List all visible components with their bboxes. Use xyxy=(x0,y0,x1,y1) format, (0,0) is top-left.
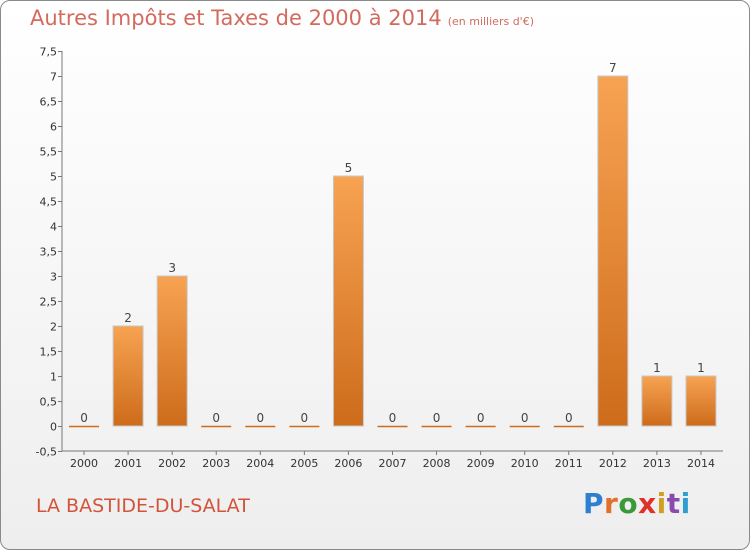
value-label-2004: 0 xyxy=(256,411,264,425)
value-label-2014: 1 xyxy=(697,361,705,375)
logo-letter: t xyxy=(666,487,681,520)
bar-2014 xyxy=(685,375,717,427)
x-tick-label-2011: 2011 xyxy=(555,457,583,470)
proxiti-logo: Proxiti xyxy=(583,487,691,520)
x-tick-label-2012: 2012 xyxy=(599,457,627,470)
x-tick-label-2004: 2004 xyxy=(246,457,274,470)
logo-letter: i xyxy=(656,487,667,520)
y-tick-label: 1,5 xyxy=(40,346,58,359)
y-tick-label: 5 xyxy=(50,171,57,184)
logo-letter: P xyxy=(583,487,605,520)
x-tick-label-2001: 2001 xyxy=(114,457,142,470)
value-label-2009: 0 xyxy=(477,411,485,425)
bar-2001 xyxy=(112,325,144,427)
y-tick-label: 6 xyxy=(50,121,57,134)
logo-letter: r xyxy=(604,487,619,520)
chart-title: Autres Impôts et Taxes de 2000 à 2014 (en… xyxy=(30,6,534,30)
logo-letter: o xyxy=(618,487,639,520)
y-tick-label: 7 xyxy=(50,71,57,84)
value-label-2003: 0 xyxy=(212,411,220,425)
x-tick-label-2003: 2003 xyxy=(202,457,230,470)
logo-letter: i xyxy=(680,487,691,520)
value-label-2011: 0 xyxy=(565,411,573,425)
value-label-2012: 7 xyxy=(609,61,617,75)
chart-title-text: Autres Impôts et Taxes de 2000 à 2014 xyxy=(30,6,442,30)
y-tick-label: 2,5 xyxy=(40,296,58,309)
logo-letter: x xyxy=(638,487,657,520)
chart-axes: -0,500,511,522,533,544,555,566,577,52000… xyxy=(36,46,723,470)
x-tick-label-2000: 2000 xyxy=(70,457,98,470)
x-tick-label-2005: 2005 xyxy=(290,457,318,470)
y-tick-label: 3 xyxy=(50,271,57,284)
y-tick-label: 0,5 xyxy=(40,396,58,409)
value-label-2013: 1 xyxy=(653,361,661,375)
y-tick-label: 6,5 xyxy=(40,96,58,109)
chart-bars xyxy=(69,75,717,428)
value-label-2007: 0 xyxy=(389,411,397,425)
value-label-2010: 0 xyxy=(521,411,529,425)
value-label-2006: 5 xyxy=(345,161,353,175)
y-tick-label: 3,5 xyxy=(40,246,58,259)
y-tick-label: 4 xyxy=(50,221,57,234)
y-tick-label: -0,5 xyxy=(36,446,57,459)
y-tick-label: 2 xyxy=(50,321,57,334)
y-tick-label: 0 xyxy=(50,421,57,434)
x-tick-label-2002: 2002 xyxy=(158,457,186,470)
y-tick-label: 1 xyxy=(50,371,57,384)
bar-2006 xyxy=(332,175,364,427)
x-tick-label-2007: 2007 xyxy=(379,457,407,470)
x-tick-label-2006: 2006 xyxy=(334,457,362,470)
city-name: LA BASTIDE-DU-SALAT xyxy=(36,495,250,517)
chart-unit: (en milliers d'€) xyxy=(447,15,534,28)
value-label-2008: 0 xyxy=(433,411,441,425)
x-tick-label-2013: 2013 xyxy=(643,457,671,470)
chart-value-labels: 0 2 3 0 0 0 5 0 0 0 0 0 7 1 1 xyxy=(80,61,705,425)
x-tick-label-2009: 2009 xyxy=(467,457,495,470)
value-label-2005: 0 xyxy=(301,411,309,425)
x-tick-label-2008: 2008 xyxy=(423,457,451,470)
y-tick-label: 4,5 xyxy=(40,196,58,209)
value-label-2001: 2 xyxy=(124,311,132,325)
value-label-2002: 3 xyxy=(168,261,176,275)
y-tick-label: 7,5 xyxy=(40,46,58,59)
x-tick-label-2010: 2010 xyxy=(511,457,539,470)
y-tick-label: 5,5 xyxy=(40,146,58,159)
x-tick-label-2014: 2014 xyxy=(687,457,715,470)
bar-2002 xyxy=(156,275,188,427)
value-label-2000: 0 xyxy=(80,411,88,425)
bar-2012 xyxy=(597,75,629,427)
bar-2013 xyxy=(641,375,673,427)
